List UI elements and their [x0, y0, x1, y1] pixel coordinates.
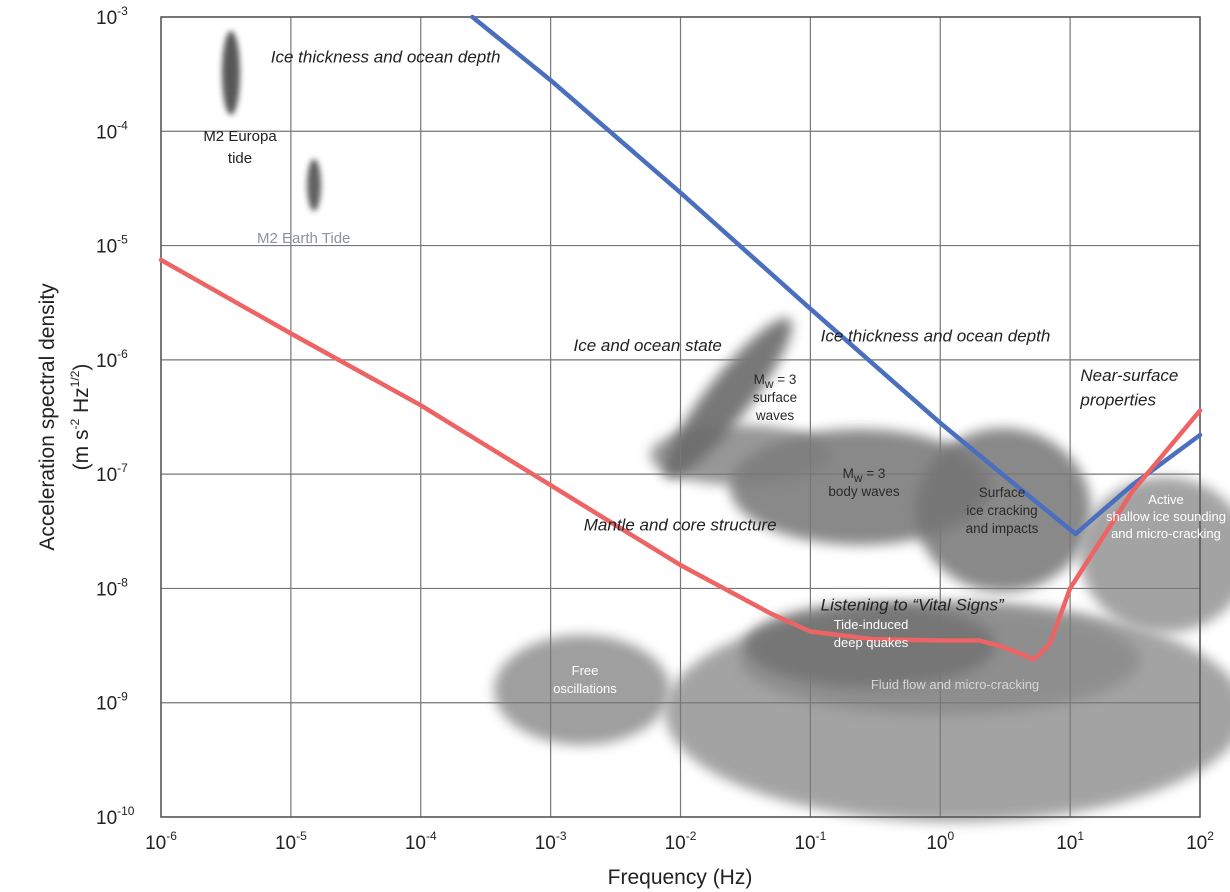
y-tick-label: 10-7: [96, 461, 128, 486]
region-label-active-shallow: Active shallow ice sounding and micro-crac…: [1106, 492, 1226, 541]
region-label-line: waves: [755, 408, 795, 423]
annotation-label: Ice thickness and ocean depth: [821, 326, 1051, 345]
annotation-label: Ice thickness and ocean depth: [271, 47, 501, 66]
y-tick-label: 10-10: [96, 804, 135, 829]
region-label-line: Tide-induced: [834, 617, 909, 632]
region-label-line: ice cracking: [966, 503, 1037, 518]
region-europa-tide: [222, 31, 240, 115]
region-label-line: surface: [753, 390, 797, 405]
y-tick-label: 10-9: [96, 690, 128, 715]
region-label-earth-tide: M2 Earth Tide: [257, 230, 350, 247]
series-lines: [158, 14, 1203, 662]
region-label-line: and micro-cracking: [1111, 526, 1221, 541]
region-label-line: oscillations: [553, 681, 617, 696]
region-label-line: shallow ice sounding: [1106, 509, 1226, 524]
y-tick-label: 10-4: [96, 118, 128, 143]
annotation-label: Listening to “Vital Signs”: [821, 596, 1005, 615]
region-label-mw: Mw = 3: [843, 466, 886, 485]
annotation-label: Near-surface: [1080, 366, 1178, 385]
region-surface-waves: [664, 318, 792, 478]
region-label-free-oscillations: Free oscillations: [553, 663, 617, 696]
x-tick-label: 10-1: [794, 829, 826, 854]
x-tick-label: 10-5: [275, 829, 307, 854]
region-label-fluid-flow: Fluid flow and micro-cracking: [871, 677, 1039, 692]
annotation-label: properties: [1079, 390, 1156, 409]
x-tick-label: 101: [1056, 829, 1084, 854]
y-tick-label: 10-5: [96, 233, 128, 258]
region-label-mw: Mw = 3: [754, 372, 797, 391]
x-tick-label: 10-4: [405, 829, 437, 854]
region-label-body-waves: Mw = 3 body waves: [828, 466, 900, 499]
y-tick-label: 10-6: [96, 347, 128, 372]
region-label-line: tide: [228, 150, 252, 167]
y-tick-label: 10-8: [96, 575, 128, 600]
region-label-line: deep quakes: [834, 635, 909, 650]
x-tick-label: 100: [926, 829, 954, 854]
x-tick-label: 102: [1186, 829, 1214, 854]
x-axis-title: Frequency (Hz): [608, 866, 753, 889]
region-labels: M2 Europa tide M2 Earth Tide Free oscillat…: [203, 128, 1226, 696]
region-label-surface-cracking: Surface ice cracking and impacts: [966, 485, 1039, 536]
region-label-surface-waves: Mw = 3 surface waves: [753, 372, 797, 423]
region-earth-tide: [307, 159, 321, 211]
region-label-line: Surface: [979, 485, 1026, 500]
y-tick-labels: 10-10 10-9 10-8 10-7 10-6 10-5 10-4 10-3: [96, 4, 135, 829]
region-label-tide-induced: Tide-induced deep quakes: [834, 617, 909, 650]
annotations: Ice thickness and ocean depth Ice and oce…: [271, 47, 1179, 614]
x-tick-label: 10-2: [665, 829, 697, 854]
plot-frame: [160, 16, 1201, 818]
x-tick-label: 10-3: [535, 829, 567, 854]
series-line-red: [158, 257, 1203, 662]
shaded-regions: [222, 31, 1230, 822]
y-tick-label: 10-3: [96, 4, 128, 29]
y-axis-title-line1: Acceleration spectral density: [36, 283, 59, 551]
region-free-oscillations: [494, 635, 670, 745]
annotation-label: Mantle and core structure: [584, 516, 777, 535]
region-label-line: body waves: [828, 484, 900, 499]
region-label-line: Active: [1148, 492, 1183, 507]
region-label-line: and impacts: [966, 521, 1039, 536]
region-label-europa-tide: M2 Europa tide: [203, 128, 277, 167]
annotation-label: Ice and ocean state: [573, 336, 721, 355]
region-label-line: M2 Europa: [203, 128, 277, 145]
y-axis-title-line2: (m s-2 Hz1/2): [68, 364, 93, 471]
region-tide-induced-quakes: [745, 603, 995, 687]
region-label-line: Free: [572, 663, 599, 678]
y-axis-title: Acceleration spectral density (m s-2 Hz1…: [36, 283, 93, 551]
region-surface-cracking: [915, 428, 1091, 592]
x-tick-label: 10-6: [145, 829, 177, 854]
x-tick-labels: 10-6 10-5 10-4 10-3 10-2 10-1 100 101 102: [145, 829, 1214, 854]
series-line-blue: [470, 14, 1203, 537]
